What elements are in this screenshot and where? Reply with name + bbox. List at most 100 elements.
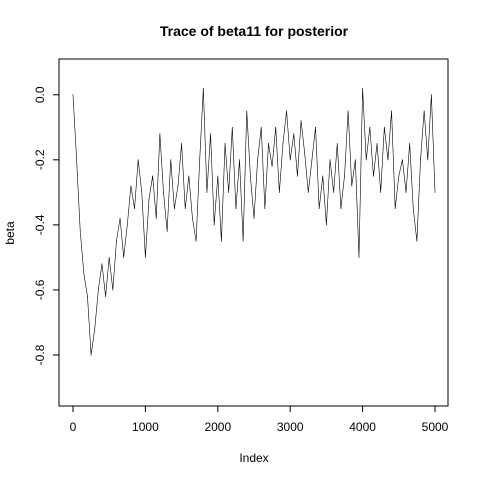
trace-point	[420, 159, 421, 161]
trace-point	[329, 159, 331, 161]
x-tick-label: 4000	[349, 420, 376, 434]
trace-point	[380, 191, 382, 193]
trace-point	[412, 208, 414, 210]
y-axis: -0.8 -0.6 -0.4 -0.2 0.0	[33, 86, 60, 365]
trace-point	[253, 217, 255, 219]
trace-point	[387, 159, 389, 161]
x-tick-label: 2000	[204, 420, 231, 434]
trace-point	[116, 240, 117, 242]
trace-point	[307, 191, 309, 193]
trace-point	[159, 133, 161, 135]
trace-point	[123, 256, 125, 258]
trace-point	[383, 126, 385, 128]
plot-frame	[58, 58, 449, 407]
trace-point	[369, 126, 371, 128]
y-tick-label: 0.0	[33, 86, 47, 103]
trace-point	[278, 191, 280, 193]
x-axis-label: Index	[239, 451, 268, 465]
trace-point	[188, 175, 190, 177]
y-tick-label: -0.8	[33, 344, 47, 365]
trace-point	[105, 296, 106, 297]
trace-point	[358, 256, 360, 258]
trace-point	[427, 159, 429, 161]
x-tick-label: 5000	[422, 420, 449, 434]
trace-point	[333, 191, 335, 193]
trace-point	[409, 143, 411, 144]
trace-point	[173, 208, 175, 210]
trace-point	[430, 94, 432, 96]
trace-point	[177, 185, 179, 187]
chart-title: Trace of beta11 for posterior	[160, 23, 349, 39]
trace-point	[97, 289, 99, 291]
trace-point	[405, 191, 407, 193]
trace-point	[79, 230, 81, 232]
trace-point	[286, 110, 287, 112]
trace-point	[336, 143, 338, 144]
trace-point	[206, 191, 208, 193]
trace-point	[311, 159, 313, 161]
trace-point	[275, 126, 277, 128]
trace-point	[195, 240, 197, 242]
trace-point	[347, 110, 349, 112]
trace-point	[87, 296, 88, 297]
trace-point	[300, 120, 302, 122]
trace-point	[134, 208, 135, 210]
trace-point	[326, 224, 327, 226]
trace-point	[315, 126, 316, 128]
trace-series	[72, 87, 436, 356]
trace-point	[72, 94, 74, 96]
trace-point	[126, 224, 128, 226]
trace-point	[101, 263, 103, 265]
x-axis: 0 1000 2000 3000 4000 5000	[70, 405, 449, 434]
trace-point	[217, 175, 219, 177]
trace-point	[155, 217, 157, 219]
trace-point	[257, 159, 259, 161]
trace-point	[351, 185, 353, 187]
trace-point	[210, 133, 211, 135]
trace-point	[213, 224, 215, 226]
trace-point	[170, 159, 172, 161]
trace-point	[224, 143, 226, 144]
trace-point	[268, 143, 269, 144]
trace-point	[365, 159, 367, 161]
trace-point	[192, 217, 193, 219]
trace-point	[434, 191, 436, 193]
trace-point	[249, 175, 251, 177]
trace-point	[260, 126, 262, 128]
trace-point	[119, 217, 121, 219]
trace-point	[318, 208, 320, 210]
trace-point	[152, 175, 154, 177]
y-tick-label: -0.2	[33, 149, 47, 170]
x-tick-label: 1000	[132, 420, 159, 434]
trace-point	[239, 159, 240, 161]
trace-point	[94, 328, 96, 330]
trace-point	[199, 159, 201, 161]
trace-point	[108, 256, 110, 258]
x-tick-label: 0	[70, 420, 77, 434]
trace-point	[376, 143, 378, 144]
trace-point	[271, 165, 273, 167]
trace-point	[264, 208, 266, 210]
trace-point	[148, 198, 150, 200]
trace-point	[282, 143, 284, 144]
trace-point	[228, 191, 230, 193]
trace-point	[246, 110, 248, 112]
trace-point	[83, 273, 85, 275]
trace-line	[72, 87, 436, 356]
trace-point	[416, 240, 418, 242]
trace-point	[242, 240, 244, 242]
trace-point	[394, 208, 396, 210]
trace-point	[423, 110, 425, 112]
trace-point	[76, 159, 78, 161]
trace-point	[340, 208, 342, 210]
trace-point	[130, 185, 132, 187]
trace-point	[231, 126, 233, 128]
y-axis-label: beta	[3, 221, 17, 245]
trace-point	[293, 133, 295, 135]
trace-point	[137, 159, 139, 161]
trace-point	[354, 159, 356, 161]
trace-point	[402, 159, 403, 161]
trace-point	[90, 354, 92, 356]
